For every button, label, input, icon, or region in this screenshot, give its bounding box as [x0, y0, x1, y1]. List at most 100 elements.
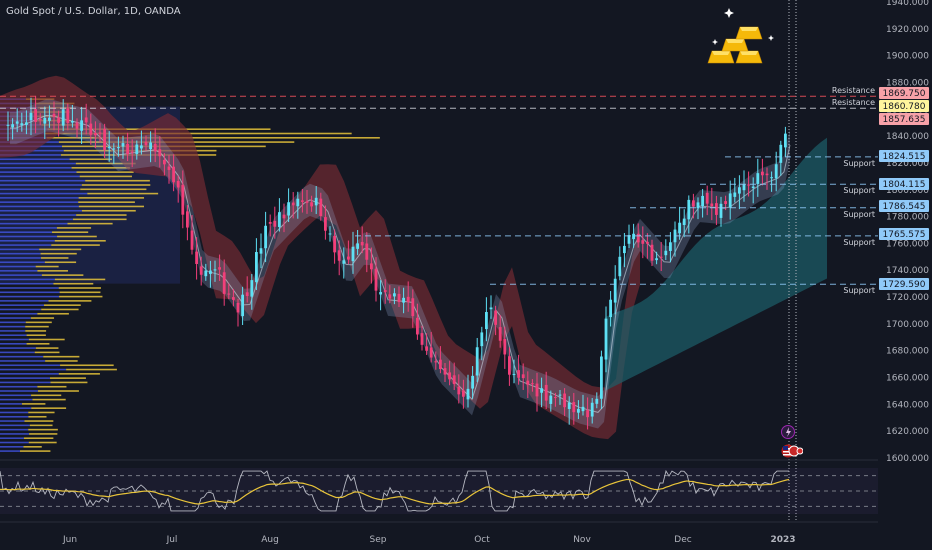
- candle-body: [360, 241, 364, 246]
- profile-bar-blue: [0, 248, 40, 251]
- profile-bar-blue: [0, 433, 30, 435]
- profile-bar-yellow: [29, 433, 58, 435]
- candle-body: [724, 201, 727, 204]
- profile-bar-yellow: [28, 411, 55, 414]
- level-label: Support: [843, 210, 875, 219]
- profile-bar-blue: [0, 291, 60, 294]
- profile-bar-yellow: [58, 287, 101, 289]
- profile-bar-yellow: [87, 192, 159, 195]
- candle-body: [227, 293, 231, 295]
- candle-body: [222, 272, 226, 294]
- candle-body: [29, 112, 33, 121]
- profile-bar-yellow: [78, 197, 145, 199]
- profile-bar-yellow: [51, 244, 100, 246]
- profile-bar-blue: [0, 175, 80, 178]
- profile-bar-yellow: [56, 227, 92, 229]
- profile-bar-blue: [0, 188, 81, 191]
- profile-bar-blue: [0, 184, 82, 186]
- profile-bar-yellow: [57, 235, 97, 238]
- profile-bar-blue: [0, 239, 55, 242]
- candle-body: [719, 203, 723, 218]
- candle-body: [627, 235, 631, 244]
- candle-body: [480, 332, 484, 347]
- candle-body: [489, 307, 493, 310]
- time-tick-label: Aug: [261, 535, 279, 545]
- profile-bar-yellow: [28, 338, 65, 341]
- candle-body: [144, 141, 148, 146]
- profile-bar-blue: [0, 394, 32, 397]
- profile-bar-yellow: [21, 403, 46, 405]
- candle-body: [250, 280, 254, 297]
- profile-bar-yellow: [80, 188, 147, 191]
- candle-body: [268, 221, 272, 224]
- price-tick-label: 1680.000: [886, 347, 929, 357]
- candle-body: [692, 200, 695, 207]
- candle-body: [521, 374, 525, 379]
- price-tick-label: 1740.000: [886, 266, 929, 276]
- profile-bar-yellow: [28, 415, 47, 418]
- candle-body: [328, 233, 332, 235]
- price-tag-label: 1860.780: [883, 102, 926, 112]
- candle-body: [402, 297, 405, 303]
- profile-bar-blue: [0, 424, 30, 427]
- candle-body: [733, 192, 737, 197]
- candle-body: [687, 199, 691, 220]
- price-tag: [879, 228, 929, 240]
- candle-body: [342, 260, 346, 264]
- profile-bar-yellow: [31, 394, 62, 397]
- price-tick-label: 1620.000: [886, 427, 929, 437]
- price-tick-label: 1600.000: [886, 454, 929, 464]
- profile-bar-yellow: [46, 136, 380, 139]
- candle-body: [190, 230, 194, 250]
- profile-bar-yellow: [72, 218, 127, 221]
- candle-body: [310, 202, 313, 207]
- profile-bar-yellow: [26, 334, 46, 337]
- profile-bar-blue: [0, 437, 24, 440]
- candle-body: [126, 143, 129, 155]
- gold-bar-shine: [740, 27, 758, 31]
- profile-bar-blue: [0, 197, 79, 199]
- candle-body: [245, 292, 249, 297]
- candle-body: [618, 256, 622, 277]
- gold-bars-logo: [707, 8, 774, 64]
- profile-bar-yellow: [37, 312, 69, 315]
- level-label: Resistance: [832, 98, 875, 107]
- candle-body: [167, 166, 171, 170]
- candle-body: [255, 252, 258, 283]
- candle-body: [425, 346, 428, 351]
- candle-body: [94, 133, 97, 136]
- profile-bar-yellow: [39, 248, 82, 251]
- profile-bar-blue: [0, 334, 27, 337]
- candle-body: [475, 347, 479, 376]
- candle-body: [379, 292, 382, 295]
- profile-bar-blue: [0, 209, 82, 212]
- profile-bar-yellow: [40, 252, 77, 255]
- us-flag-icon[interactable]: [781, 444, 804, 458]
- gold-bar-shine: [740, 51, 758, 55]
- candle-body: [351, 246, 355, 262]
- candle-body: [84, 117, 88, 123]
- candle-body: [287, 202, 290, 216]
- candle-body: [218, 267, 221, 270]
- profile-bar-blue: [0, 308, 42, 311]
- dividend-icon[interactable]: [781, 425, 795, 439]
- candle-body: [512, 373, 516, 375]
- rsi-line: [0, 469, 789, 512]
- profile-bar-yellow: [43, 355, 80, 358]
- price-tag-label: 1765.575: [883, 230, 926, 240]
- profile-bar-yellow: [81, 184, 151, 186]
- profile-bar-yellow: [23, 437, 54, 440]
- profile-bar-yellow: [29, 424, 53, 427]
- candle-body: [393, 293, 396, 297]
- profile-bar-blue: [0, 282, 54, 285]
- level-label: Support: [843, 159, 875, 168]
- candle-body: [365, 243, 369, 260]
- profile-bar-yellow: [76, 171, 134, 173]
- profile-bar-blue: [0, 214, 77, 216]
- candle-body: [397, 293, 401, 303]
- level-label: Resistance: [832, 86, 875, 95]
- profile-bar-blue: [0, 325, 26, 328]
- time-tick-label: Jul: [166, 535, 178, 545]
- candle-body: [742, 184, 746, 191]
